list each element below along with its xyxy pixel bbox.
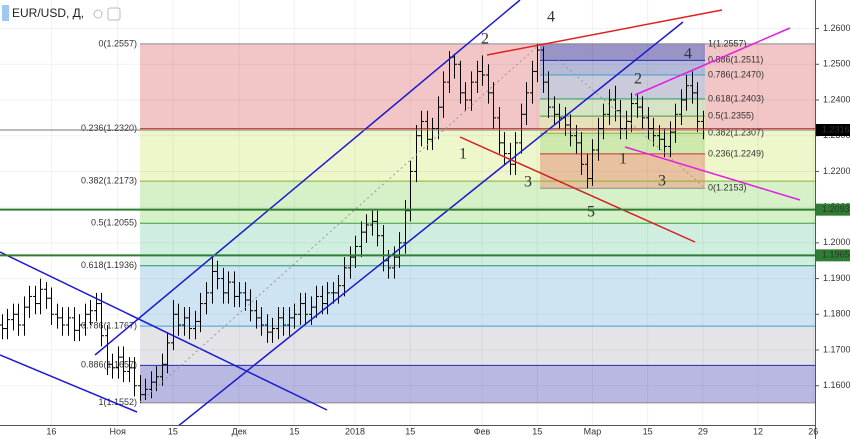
fib-level-label: 0.382(1.2173): [81, 175, 137, 185]
header-marker: [2, 5, 9, 21]
y-tick-label: 1.1600: [823, 380, 850, 390]
x-tick-label: Фев: [474, 426, 491, 436]
trend-line: [459, 136, 696, 243]
trend-line: [0, 251, 328, 411]
wave-label: 4: [547, 9, 555, 26]
fib-level-label: 1(1.2557): [708, 38, 747, 48]
x-tick-label: 15: [643, 426, 653, 436]
fib-level-label: 0.236(1.2249): [708, 148, 764, 158]
trend-line: [94, 0, 521, 356]
price-label-box: [816, 124, 850, 136]
x-tick-label: 15: [168, 426, 178, 436]
fib-zone: [140, 265, 815, 327]
trend-line: [486, 9, 723, 56]
wave-label: 4: [684, 46, 692, 63]
header-icon[interactable]: [107, 7, 121, 21]
x-tick-label: Ноя: [109, 426, 126, 436]
x-tick-label: 15: [532, 426, 542, 436]
price-lines: [0, 129, 815, 257]
fib-level-label: 0.5(1.2355): [708, 110, 754, 120]
y-tick-label: 1.2200: [823, 166, 850, 176]
trend-line: [178, 21, 684, 425]
trend-line: [634, 27, 791, 96]
x-tick-label: 29: [698, 426, 708, 436]
fib-level-label: 0.236(1.2320): [81, 123, 137, 133]
y-tick-label: 1.1700: [823, 344, 850, 354]
time-axis-panel: [0, 425, 815, 439]
wave-label: 3: [658, 173, 666, 190]
fib-zone: [540, 43, 705, 61]
price-bars: [0, 43, 706, 403]
fib-level-label: 0.886(1.2511): [708, 55, 763, 65]
price-label: 1.2093: [822, 204, 850, 214]
x-tick-label: Мар: [584, 426, 602, 436]
x-tick-label: 15: [405, 426, 415, 436]
x-tick-label: 2018: [345, 426, 365, 436]
drawings: [0, 0, 801, 425]
x-tick-label: 16: [46, 426, 56, 436]
fib-level-label: 0.786(1.2470): [708, 69, 764, 79]
fib-zone: [540, 60, 705, 75]
wave-label: 1: [619, 151, 627, 168]
fib-zone: [540, 75, 705, 99]
header: EUR/USD, Д,: [2, 5, 121, 21]
annotations: 1 2 3 4 5 2 1 4 3: [459, 9, 692, 221]
y-tick-label: 1.1900: [823, 273, 850, 283]
y-tick-label: 1.2500: [823, 59, 850, 69]
wave-label: 1: [459, 146, 467, 163]
wave-label: 2: [634, 71, 642, 88]
price-label-box: [816, 203, 850, 216]
x-tick-label: 15: [289, 426, 299, 436]
chart-title: EUR/USD, Д,: [12, 6, 84, 20]
wave-label: 5: [587, 204, 595, 221]
trend-line: [624, 146, 801, 201]
x-tick-label: 12: [753, 426, 763, 436]
y-tick-label: 1.1800: [823, 309, 850, 319]
y-tick-label: 1.2000: [823, 237, 850, 247]
x-tick-label: Дек: [232, 426, 247, 436]
price-label-box: [816, 249, 850, 262]
fib-zone: [540, 153, 705, 189]
fib-level-label: 0(1.2557): [98, 38, 137, 48]
wave-label: 3: [524, 174, 532, 191]
fib-level-label: 0.5(1.2055): [91, 218, 137, 228]
fib-level-label: 0(1.2153): [708, 183, 747, 193]
axes: 1.26001.25001.24001.23001.22001.21001.20…: [46, 23, 850, 436]
header-icon[interactable]: [93, 9, 103, 19]
fib-level-label: 0.618(1.1936): [81, 260, 137, 270]
fib-zone: [140, 223, 815, 266]
fib-zone: [140, 365, 815, 403]
price-label: 1.2316: [822, 124, 850, 134]
fib-level-label: 0.618(1.2403): [708, 93, 764, 103]
fib-zone: [140, 326, 815, 366]
x-tick-label: 26: [808, 426, 818, 436]
fib-level-label: 0.382(1.2307): [708, 128, 764, 138]
fib-zone: [540, 116, 705, 134]
fib-level-label: 1(1.1552): [98, 397, 137, 407]
fib-level-label: 0.786(1.1767): [81, 320, 137, 330]
fib-zone: [540, 98, 705, 117]
grid: [0, 0, 815, 425]
price-label: 1.1965: [822, 250, 850, 260]
fib-trend-line: [539, 43, 706, 189]
y-tick-label: 1.2600: [823, 23, 850, 33]
y-tick-label: 1.2400: [823, 94, 850, 104]
price-axis-panel: [815, 0, 850, 439]
wave-label: 2: [481, 31, 489, 48]
trend-line: [0, 354, 138, 413]
